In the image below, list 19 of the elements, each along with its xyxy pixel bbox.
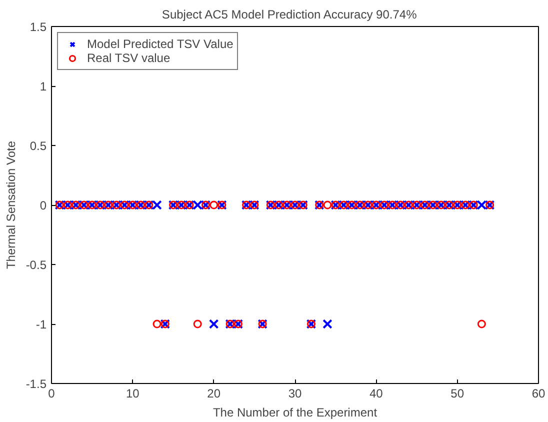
x-tick-label: 60 — [532, 386, 546, 400]
x-tick-label: 20 — [207, 386, 221, 400]
y-tick-label: 0 — [40, 198, 47, 212]
y-tick-label: -1.5 — [26, 377, 47, 391]
y-tick-label: 1 — [40, 80, 47, 94]
y-axis-title: Thermal Sensation Vote — [4, 140, 18, 270]
y-tick-label: 1.5 — [30, 20, 47, 34]
x-tick-label: 40 — [369, 386, 384, 400]
legend-label: Real TSV value — [87, 51, 170, 65]
chart-title: Subject AC5 Model Prediction Accuracy 90.74% — [162, 8, 418, 22]
x-tick-label: 50 — [450, 386, 464, 400]
y-tick-label: -1 — [36, 318, 47, 332]
x-tick-label: 0 — [48, 386, 56, 400]
x-axis-title: The Number of the Experiment — [212, 406, 378, 420]
x-tick-label: 10 — [126, 386, 140, 400]
x-tick-label: 30 — [288, 386, 302, 400]
y-tick-label: -0.5 — [26, 258, 47, 272]
y-tick-label: 0.5 — [30, 139, 47, 153]
legend-label: Model Predicted TSV Value — [87, 37, 234, 51]
